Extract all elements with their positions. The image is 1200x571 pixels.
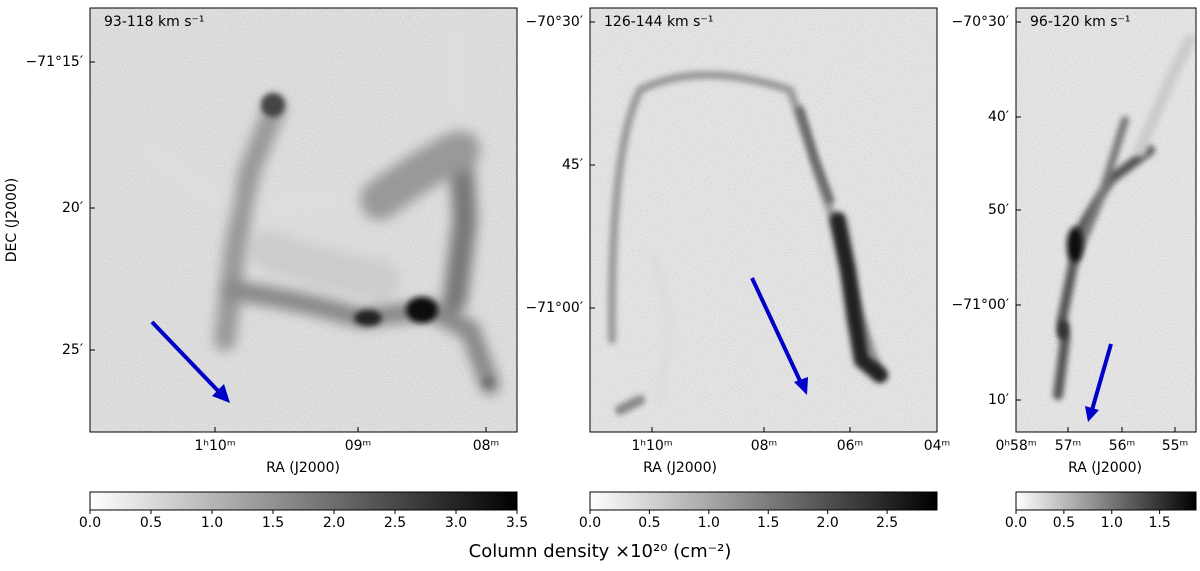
colorbar-tick-label: 0.5 — [638, 515, 660, 531]
velocity-label: 96-120 km s⁻¹ — [1030, 14, 1131, 30]
panel-frame — [89, 7, 518, 433]
ra-tick-label: 08ᵐ — [751, 438, 778, 454]
ra-tick-label: 09ᵐ — [345, 438, 372, 454]
colorbar-label: Column density ×10²⁰ (cm⁻²) — [469, 541, 732, 562]
dec-tick-label: −71°00′ — [525, 300, 583, 316]
dec-tick-label: −71°00′ — [951, 297, 1009, 313]
dec-tick-label: −70°30′ — [525, 14, 583, 30]
arrow — [750, 277, 803, 384]
colorbar-tick-label: 1.5 — [262, 515, 284, 531]
dec-tick-label: −71°15′ — [25, 54, 83, 70]
map-image — [1016, 8, 1196, 432]
ra-tick-label: 1ʰ10ᵐ — [194, 438, 235, 454]
colorbar-tick-label: 2.0 — [817, 515, 839, 531]
dec-tick-label: 50′ — [988, 202, 1009, 218]
ra-tick-label: 08ᵐ — [473, 438, 500, 454]
ra-tick-label: 06ᵐ — [837, 438, 864, 454]
x-axis-label: RA (J2000) — [643, 460, 717, 476]
x-axis-label: RA (J2000) — [1068, 460, 1142, 476]
dec-tick-label: 25′ — [62, 342, 83, 358]
ra-tick-label: 04ᵐ — [924, 438, 951, 454]
colorbar-tick-label: 1.5 — [757, 515, 779, 531]
dec-tick-label: 20′ — [62, 200, 83, 216]
dec-tick-label: 40′ — [988, 109, 1009, 125]
colorbar-tick-label: 1.5 — [1148, 515, 1170, 531]
arrow-head — [794, 377, 808, 395]
colorbar-tick-label: 0.0 — [79, 515, 101, 531]
ra-tick-label: 1ʰ10ᵐ — [631, 438, 672, 454]
ra-tick-label: 56ᵐ — [1109, 438, 1136, 454]
arrow — [1090, 343, 1113, 411]
colorbar-tick-label: 0.5 — [140, 515, 162, 531]
colorbar-tick-label: 2.0 — [323, 515, 345, 531]
ra-tick-label: 57ᵐ — [1055, 438, 1082, 454]
panel-frame — [1015, 7, 1197, 433]
colorbar-tick-label: 2.5 — [876, 515, 898, 531]
colorbar-tick-label: 1.0 — [1101, 515, 1123, 531]
map-image — [90, 8, 517, 432]
ra-tick-label: 0ʰ58ᵐ — [995, 438, 1036, 454]
colorbar-tick-label: 3.5 — [506, 515, 528, 531]
dec-tick-label: −70°30′ — [951, 14, 1009, 30]
dec-tick-label: 10′ — [988, 392, 1009, 408]
y-axis-label: DEC (J2000) — [4, 178, 20, 263]
colorbar-tick-label: 0.0 — [1005, 515, 1027, 531]
arrow-head — [1085, 406, 1099, 422]
colorbar — [589, 491, 938, 511]
colorbar-tick-label: 1.0 — [201, 515, 223, 531]
ra-tick-label: 55ᵐ — [1162, 438, 1189, 454]
map-image — [590, 8, 937, 432]
colorbar-tick-label: 3.0 — [445, 515, 467, 531]
arrow-head — [212, 384, 230, 403]
velocity-label: 93-118 km s⁻¹ — [104, 14, 205, 30]
colorbar-tick-label: 1.0 — [698, 515, 720, 531]
dec-tick-label: 45′ — [562, 157, 583, 173]
colorbar — [89, 491, 518, 511]
velocity-label: 126-144 km s⁻¹ — [604, 14, 713, 30]
colorbar — [1015, 491, 1197, 511]
colorbar-tick-label: 0.5 — [1053, 515, 1075, 531]
colorbar-tick-label: 2.5 — [384, 515, 406, 531]
arrow — [150, 320, 224, 397]
x-axis-label: RA (J2000) — [266, 460, 340, 476]
colorbar-tick-label: 0.0 — [579, 515, 601, 531]
